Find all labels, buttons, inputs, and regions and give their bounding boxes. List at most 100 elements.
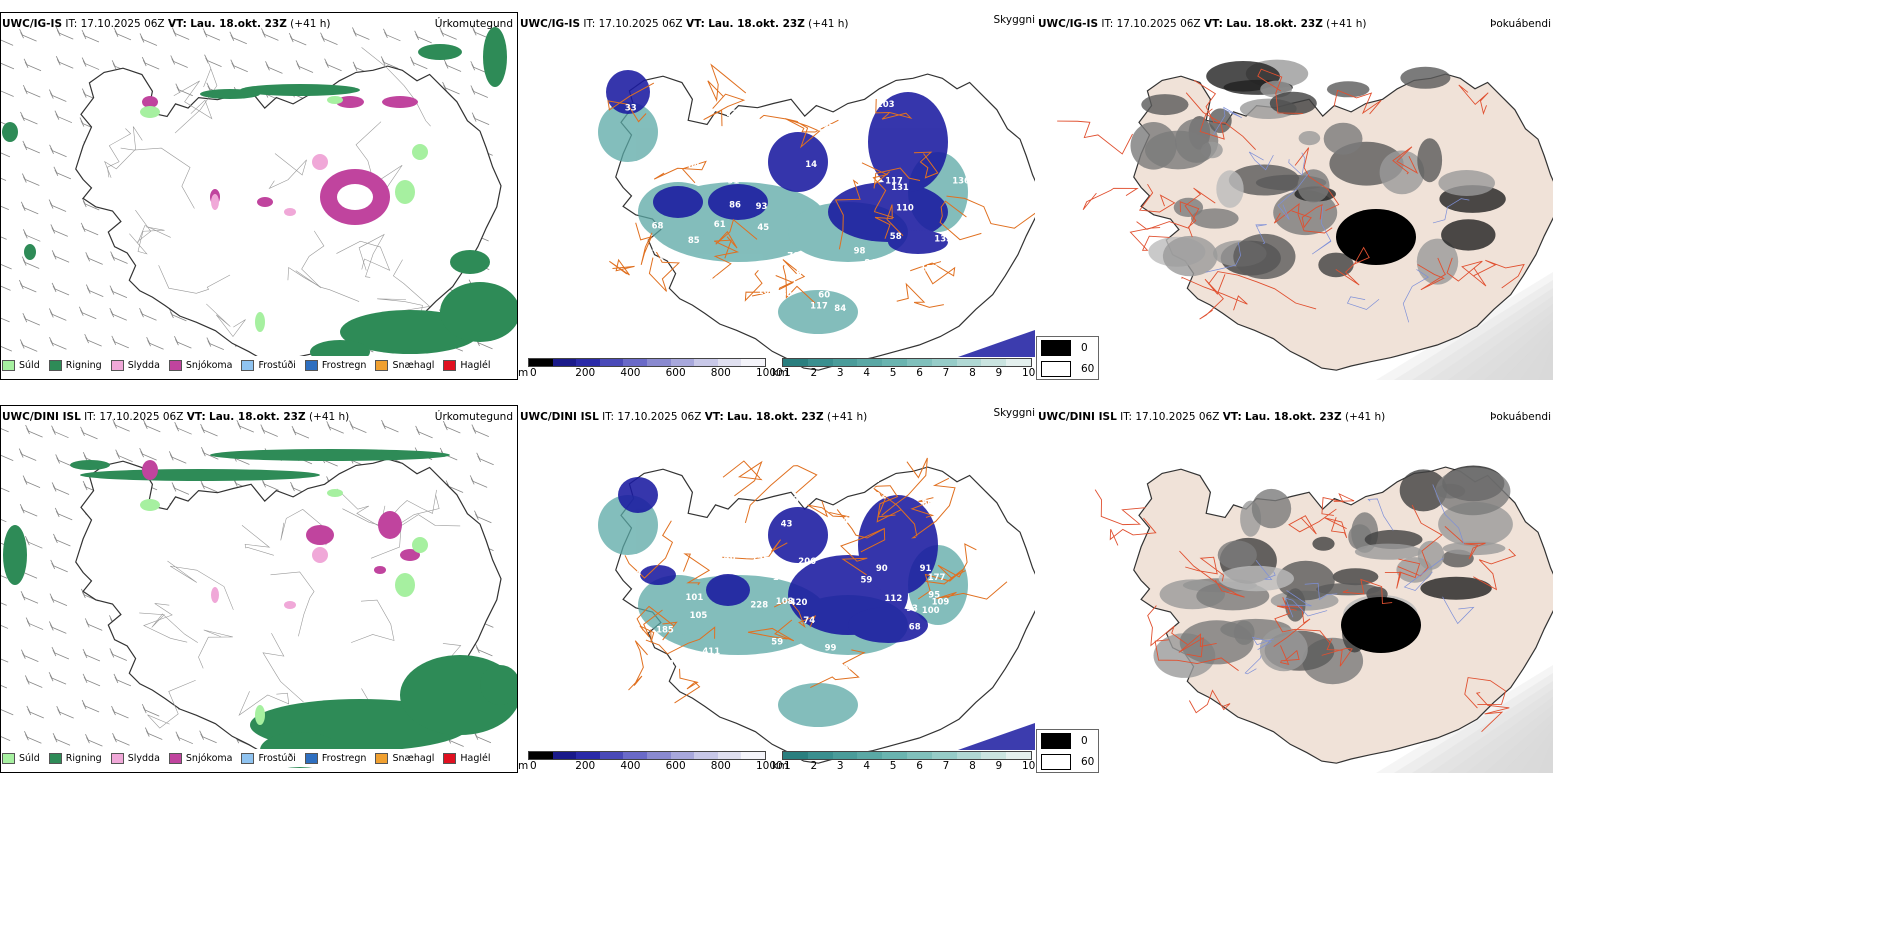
cloud-base-area [768, 507, 828, 563]
scale-step [981, 359, 1007, 366]
sea-fog-band [1448, 304, 1553, 380]
terrain-line [370, 514, 461, 559]
legend-swatch [443, 752, 457, 764]
scale-step [623, 752, 647, 759]
road [628, 640, 648, 691]
wind-barb [174, 422, 192, 435]
wind-barb [260, 424, 278, 437]
cloud-base-label: 93 [756, 202, 768, 212]
scale-step [670, 359, 695, 366]
road [873, 167, 921, 189]
scale-step [576, 359, 600, 366]
fog-panel-2: UWC/DINI ISL IT: 17.10.2025 06Z VT: Lau.… [1036, 405, 1553, 773]
wind-barb [349, 420, 367, 433]
cloud-base-label: 206 [798, 557, 816, 567]
road [653, 160, 707, 184]
river [1248, 151, 1274, 171]
scale-unit: m [518, 760, 529, 772]
scale-tick: 9 [995, 367, 1003, 379]
rivers [1205, 106, 1470, 323]
sea-fog-band [1538, 737, 1553, 773]
roads [607, 63, 1035, 308]
height-scale-1: m 0 200 400 600 800 1000 [518, 358, 783, 379]
cloud-base-area [640, 565, 676, 585]
legend-item-7: Haglél [443, 359, 491, 371]
wind-barb [326, 421, 344, 434]
cloud-base-label: 131 [891, 183, 909, 193]
legend-item-5: Frostregn [304, 359, 366, 371]
wind-barb [20, 591, 39, 604]
wind-barb [0, 735, 11, 741]
fog-legend-swatch [1041, 753, 1071, 770]
sea-fog-band [1394, 280, 1553, 380]
cloud-base-label: 71 [759, 471, 771, 481]
fog-index-area [1441, 219, 1496, 251]
scale-tick: 4 [863, 367, 871, 379]
road [1384, 558, 1421, 589]
wind-barb [204, 54, 222, 68]
scale-tick: 1000 [756, 367, 783, 379]
sea-fog-band [1448, 697, 1553, 773]
wind-barb [142, 419, 161, 433]
scale-step [717, 752, 742, 759]
precip-map-2 [0, 419, 517, 768]
road [1475, 692, 1510, 733]
legend-item-7: Haglél [443, 752, 491, 764]
road [1464, 677, 1507, 709]
legend-item-3: Snjókoma [168, 752, 232, 764]
precip-legend-2: Súld Rigning Slydda Snjókoma Frostúði Frostre… [2, 749, 500, 767]
cloud-base-label: 109 [649, 97, 667, 107]
cloud-base-area [888, 230, 948, 254]
river [1402, 269, 1429, 323]
wind-barb [85, 733, 103, 747]
road [810, 649, 866, 688]
wind-barb [0, 236, 7, 240]
cloud-base-label: 99 [825, 643, 837, 653]
wind-barb [381, 419, 399, 433]
wind-barb [0, 121, 7, 125]
scale-step [1006, 359, 1031, 366]
cloud-base-areas [606, 70, 948, 254]
wind-barb [265, 61, 283, 74]
scale-step [529, 359, 553, 366]
fog-legend-label: 0 [1081, 341, 1088, 354]
road [1280, 645, 1300, 665]
river [1277, 171, 1311, 220]
road [910, 261, 956, 285]
cloud-base-label: 192 [647, 163, 665, 173]
wind-barb [25, 617, 44, 630]
cloud-base-label: 50 [763, 655, 775, 665]
wind-barb [295, 60, 314, 73]
cloud-base-labels: 100 93 14 33 136 168 111 68 117 142 85 159 285 84 103 6… [625, 72, 970, 322]
scale-step [670, 752, 695, 759]
cloud-base-label: 46 [652, 245, 664, 255]
fog-legend-1: 0 60 [1036, 336, 1100, 380]
river [1367, 498, 1394, 531]
scale-tick: 600 [665, 760, 686, 772]
cloud-base-label: 130 [742, 528, 760, 538]
road [1335, 246, 1370, 286]
wind-barb [115, 449, 133, 463]
wind-barb [443, 59, 462, 72]
wind-barb [112, 733, 130, 746]
panel-header-4: UWC/DINI ISL IT: 17.10.2025 06Z VT: Lau.… [2, 411, 350, 423]
cloud-base-label: 98 [823, 86, 835, 96]
fog-index-area [1438, 502, 1513, 547]
river [1304, 582, 1338, 601]
wind-barb [111, 705, 129, 719]
scale-tick: 4 [863, 760, 871, 772]
snow-area [306, 525, 334, 545]
fog-index-area [1435, 467, 1511, 516]
cloud-base-area [828, 182, 948, 242]
terrain-line [351, 599, 395, 643]
terrain-line [361, 47, 431, 127]
wind-barb [48, 671, 67, 685]
wind-barb [0, 152, 11, 158]
sea-fog-band [1430, 296, 1553, 380]
drizzle-area [395, 180, 415, 204]
wind-barb [0, 684, 8, 689]
precip-legend-1: Súld Rigning Slydda Snjókoma Frostúði Frostre… [2, 356, 500, 374]
scale-step [882, 359, 907, 366]
fog-index-area [1259, 627, 1308, 672]
precip-panel-2: UWC/DINI ISL IT: 17.10.2025 06Z VT: Lau.… [0, 405, 517, 773]
